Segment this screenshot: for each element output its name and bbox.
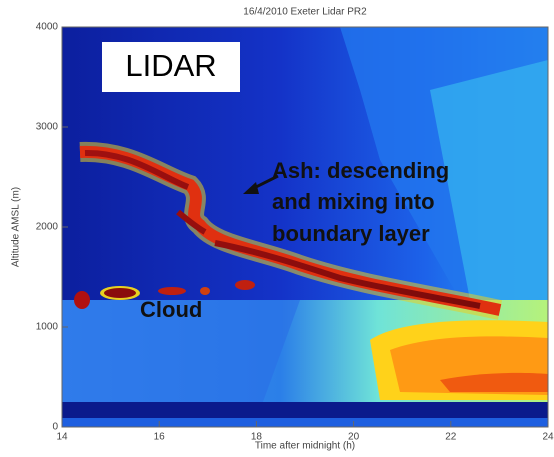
- x-axis-label: Time after midnight (h): [255, 441, 355, 452]
- x-tick-label: 16: [154, 432, 166, 443]
- y-tick-label: 2000: [36, 222, 59, 233]
- lidar-label: LIDAR: [125, 48, 216, 83]
- y-axis-label: Altitude AMSL (m): [11, 187, 22, 267]
- chart-title: 16/4/2010 Exeter Lidar PR2: [243, 7, 367, 18]
- x-tick-label: 14: [56, 432, 68, 443]
- x-tick-label: 18: [251, 432, 263, 443]
- y-tick-label: 1000: [36, 322, 59, 333]
- ash-annotation: Ash: descending: [272, 158, 449, 183]
- ash-annotation: boundary layer: [272, 221, 430, 246]
- y-tick-label: 3000: [36, 122, 59, 133]
- cloud-annotation: Cloud: [140, 297, 202, 322]
- chart: 16/4/2010 Exeter Lidar PR2 Time after mi…: [0, 0, 554, 452]
- ash-annotation: and mixing into: [272, 189, 435, 214]
- y-tick-label: 0: [52, 422, 58, 433]
- x-tick-label: 20: [348, 432, 360, 443]
- x-tick-label: 24: [542, 432, 554, 443]
- x-tick-label: 22: [445, 432, 457, 443]
- y-tick-label: 4000: [36, 22, 59, 33]
